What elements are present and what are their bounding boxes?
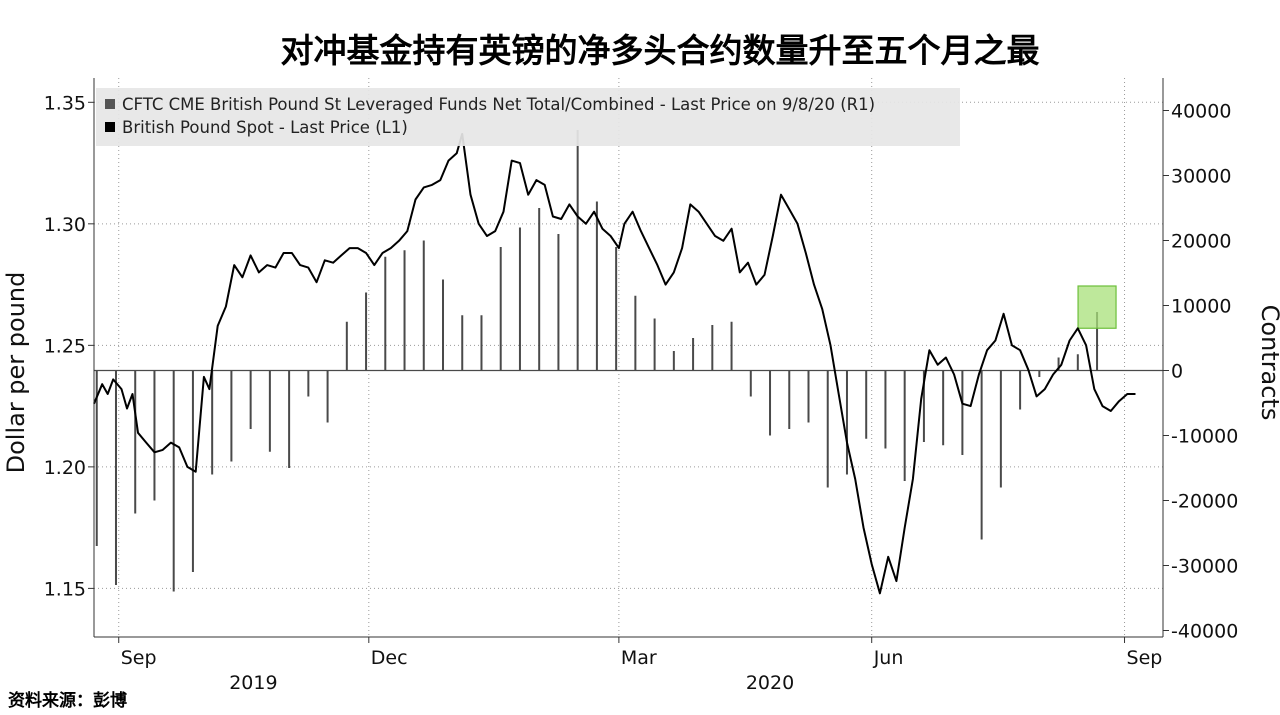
right-tick-label: -30000 [1171, 556, 1238, 578]
highlight-box [1077, 285, 1117, 329]
legend-label: British Pound Spot - Last Price (L1) [122, 118, 408, 137]
legend-box [96, 88, 960, 146]
legend-swatch [105, 99, 115, 109]
left-tick-label: 1.20 [44, 457, 86, 479]
gridlines [94, 78, 1163, 637]
left-tick-label: 1.35 [44, 92, 86, 114]
x-tick-label: Jun [873, 647, 904, 669]
right-tick-label: -10000 [1171, 426, 1238, 448]
right-tick-label: 40000 [1171, 101, 1231, 123]
year-label: 2020 [746, 672, 794, 694]
left-tick-label: 1.25 [44, 335, 86, 357]
x-axis: Sep Dec Mar Jun Sep 2019 2020 [118, 637, 1163, 694]
legend-swatch [105, 122, 115, 132]
right-tick-label: 20000 [1171, 231, 1231, 253]
x-tick-label: Dec [371, 647, 408, 669]
x-tick-label: Sep [1127, 647, 1163, 669]
right-axis: 40000 30000 20000 10000 0 -10000 -20000 -30000 -… [1163, 101, 1280, 643]
left-axis-title: Dollar per pound [2, 272, 30, 474]
right-tick-label: 0 [1171, 361, 1183, 383]
bar-series [94, 130, 1163, 592]
source-note: 资料来源：彭博 [8, 691, 127, 711]
right-tick-label: 10000 [1171, 296, 1231, 318]
right-axis-title: Contracts [1256, 305, 1280, 421]
left-tick-label: 1.30 [44, 214, 86, 236]
line-series [93, 132, 1136, 595]
right-tick-label: -40000 [1171, 621, 1238, 643]
year-label: 2019 [229, 672, 277, 694]
plot-frame [93, 78, 1164, 638]
left-axis: 1.35 1.30 1.25 1.20 1.15 Dollar per pound [2, 92, 94, 600]
left-tick-label: 1.15 [44, 578, 86, 600]
chart-title: 对冲基金持有英镑的净多头合约数量升至五个月之最 [280, 31, 1040, 70]
x-tick-label: Mar [621, 647, 657, 669]
right-tick-label: -20000 [1171, 491, 1238, 513]
price-line [93, 132, 1136, 595]
right-tick-label: 30000 [1171, 166, 1231, 188]
legend: CFTC CME British Pound St Leveraged Fund… [96, 88, 960, 146]
legend-label: CFTC CME British Pound St Leveraged Fund… [122, 95, 875, 114]
x-tick-label: Sep [121, 647, 157, 669]
highlight-rect [1077, 285, 1117, 329]
